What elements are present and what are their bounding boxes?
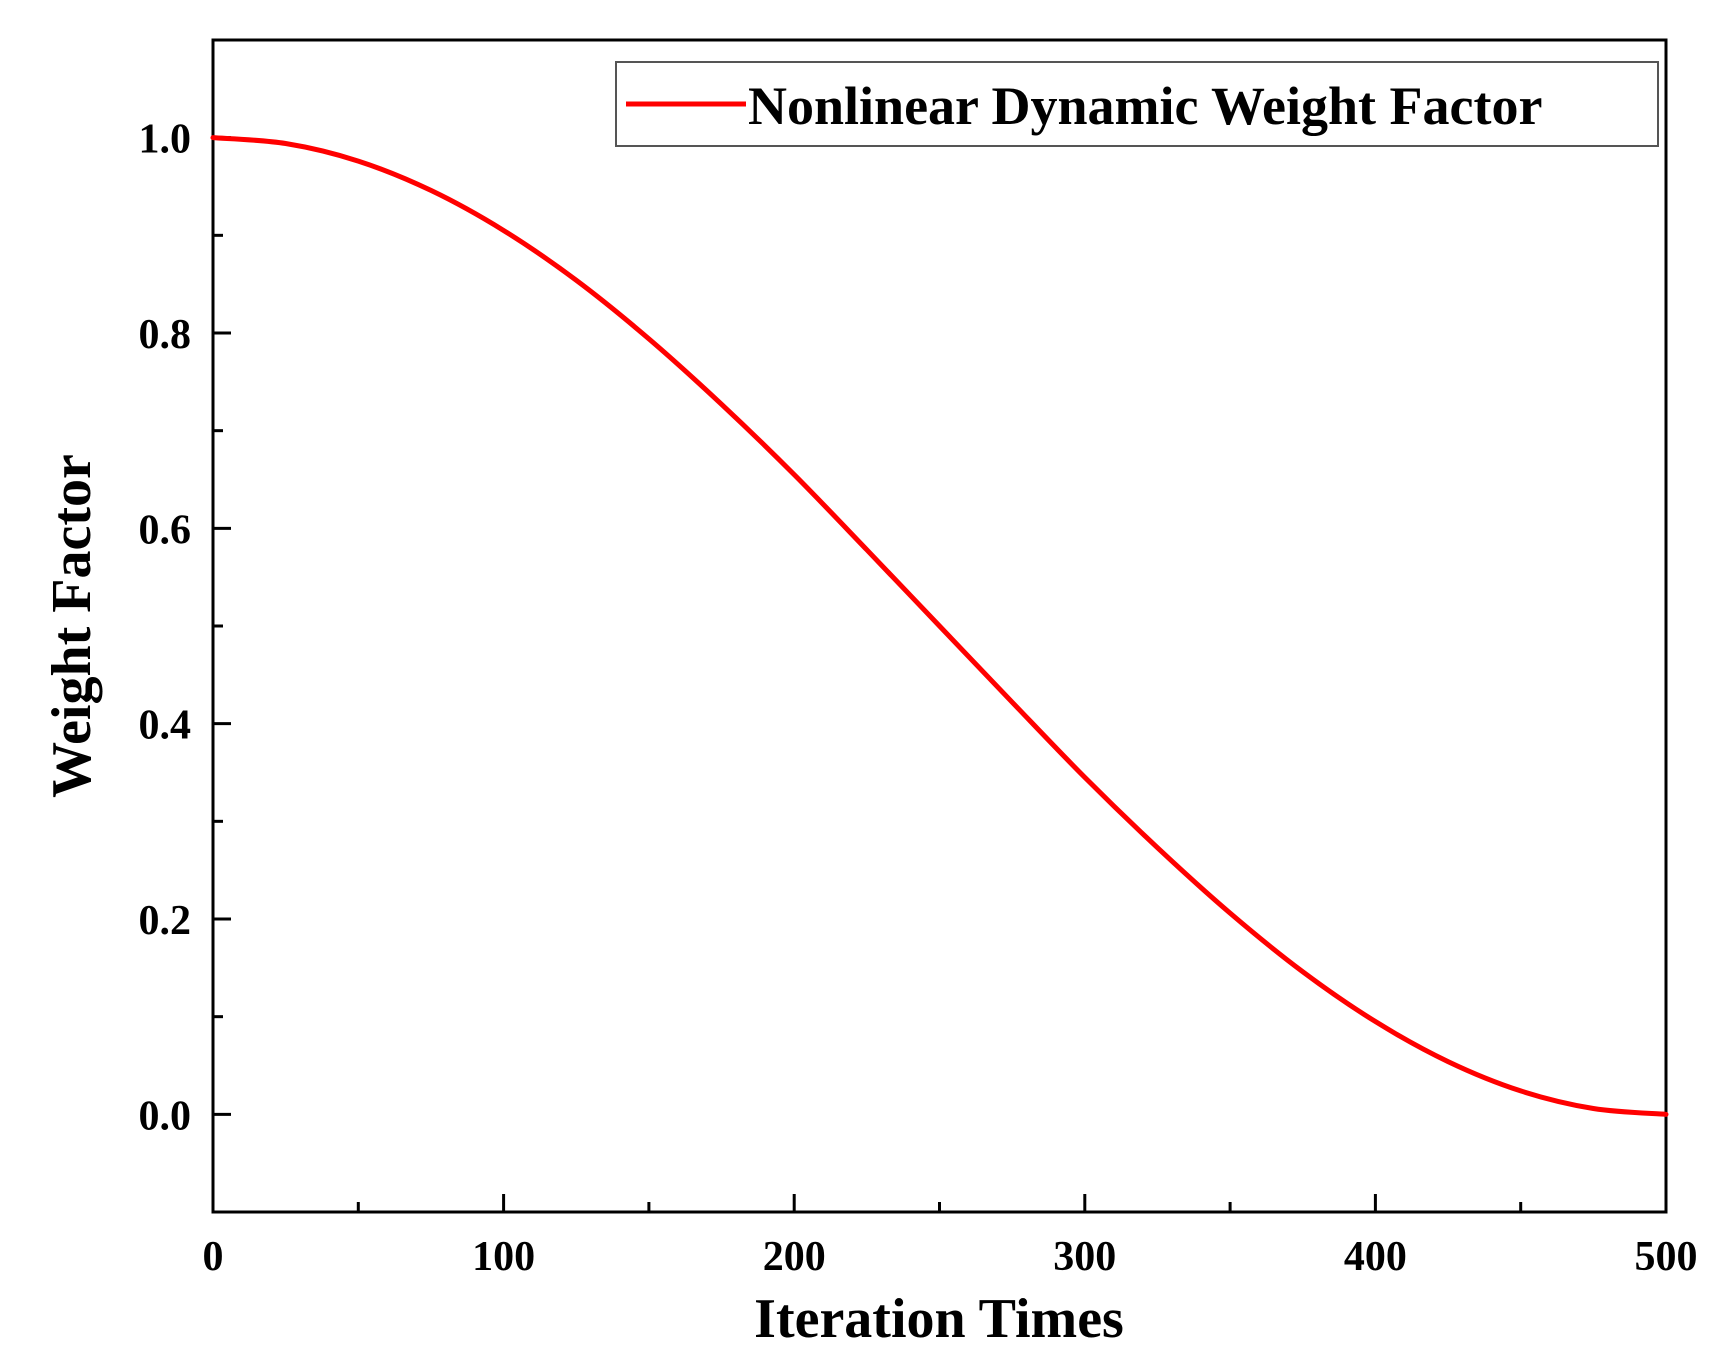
- y-tick-label: 0.6: [139, 507, 192, 553]
- x-tick-label: 300: [1053, 1234, 1116, 1280]
- series-line: [210, 135, 1669, 1117]
- y-tick-label: 0.2: [139, 898, 192, 944]
- x-tick-label: 100: [472, 1234, 535, 1280]
- legend: Nonlinear Dynamic Weight Factor: [615, 61, 1659, 147]
- series-layer: [210, 135, 1669, 1117]
- x-tick-label: 400: [1344, 1234, 1407, 1280]
- x-tick-label: 0: [203, 1234, 224, 1280]
- y-tick-label: 0.0: [139, 1093, 192, 1139]
- legend-label: Nonlinear Dynamic Weight Factor: [748, 76, 1542, 136]
- x-tick-label: 500: [1635, 1234, 1698, 1280]
- y-tick-label: 0.8: [139, 312, 192, 358]
- y-axis-title: Weight Factor: [41, 454, 103, 798]
- x-axis-title: Iteration Times: [754, 1288, 1124, 1350]
- y-tick-label: 1.0: [139, 117, 192, 163]
- y-tick-label: 0.4: [139, 703, 192, 749]
- y-axis-ticks: 0.0 0.2 0.4 0.6 0.8 1.0: [139, 117, 231, 1139]
- x-tick-label: 200: [763, 1234, 826, 1280]
- x-axis-ticks: 0 100 200 300 400 500: [203, 1194, 1698, 1280]
- legend-box: [615, 61, 1659, 147]
